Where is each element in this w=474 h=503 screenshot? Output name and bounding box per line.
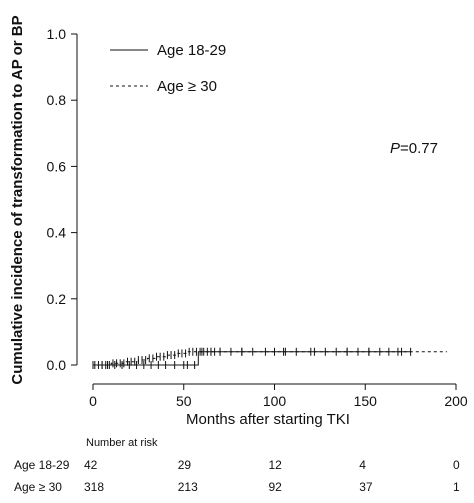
risk-value: 213 <box>178 480 198 494</box>
p-value-letter: P <box>390 140 400 157</box>
risk-value: 37 <box>359 480 373 494</box>
x-axis-title: Months after starting TKI <box>186 411 350 428</box>
x-tick-label: 50 <box>176 393 192 409</box>
risk-value: 318 <box>84 480 104 494</box>
legend-label-age-30-plus: Age ≥ 30 <box>157 78 217 95</box>
risk-value: 4 <box>359 458 366 472</box>
risk-table-title: Number at risk <box>86 437 158 449</box>
risk-value: 92 <box>269 480 283 494</box>
number-at-risk-table: Number at risk Age 18-29 Age ≥ 30 42 29 12… <box>14 437 460 494</box>
x-tick-label: 150 <box>354 393 378 409</box>
curve-age-18-29 <box>93 351 411 366</box>
x-tick-label: 100 <box>263 393 287 409</box>
y-tick-label: 0.8 <box>47 92 67 108</box>
y-tick-label: 0.4 <box>47 225 67 241</box>
x-tick-label: 200 <box>444 393 468 409</box>
risk-value: 1 <box>453 480 460 494</box>
legend-label-age-18-29: Age 18-29 <box>157 42 226 59</box>
risk-row-label-age-30-plus: Age ≥ 30 <box>14 480 62 494</box>
risk-values: 42 29 12 4 0 318 213 92 37 1 <box>84 458 460 494</box>
x-tick-label: 0 <box>89 393 97 409</box>
y-tick-label: 0.6 <box>47 158 67 174</box>
censor-marks <box>92 347 412 369</box>
risk-row-label-age-18-29: Age 18-29 <box>14 458 70 472</box>
p-value-annotation: P=0.77 <box>390 140 438 157</box>
risk-value: 12 <box>269 458 283 472</box>
y-tick-label: 0.2 <box>47 291 67 307</box>
y-tick-label: 1.0 <box>47 26 67 42</box>
risk-value: 0 <box>453 458 460 472</box>
risk-value: 29 <box>178 458 192 472</box>
axes <box>76 34 456 385</box>
p-value-number: =0.77 <box>400 140 438 157</box>
risk-value: 42 <box>84 458 98 472</box>
y-tick-label: 0.0 <box>47 357 67 373</box>
legend: Age 18-29 Age ≥ 30 <box>110 42 226 95</box>
axis-ticks: 0.0 0.2 0.4 0.6 0.8 1.0 0 50 100 150 200 <box>47 26 468 409</box>
y-axis-title: Cumulative incidence of transformation t… <box>9 15 26 384</box>
